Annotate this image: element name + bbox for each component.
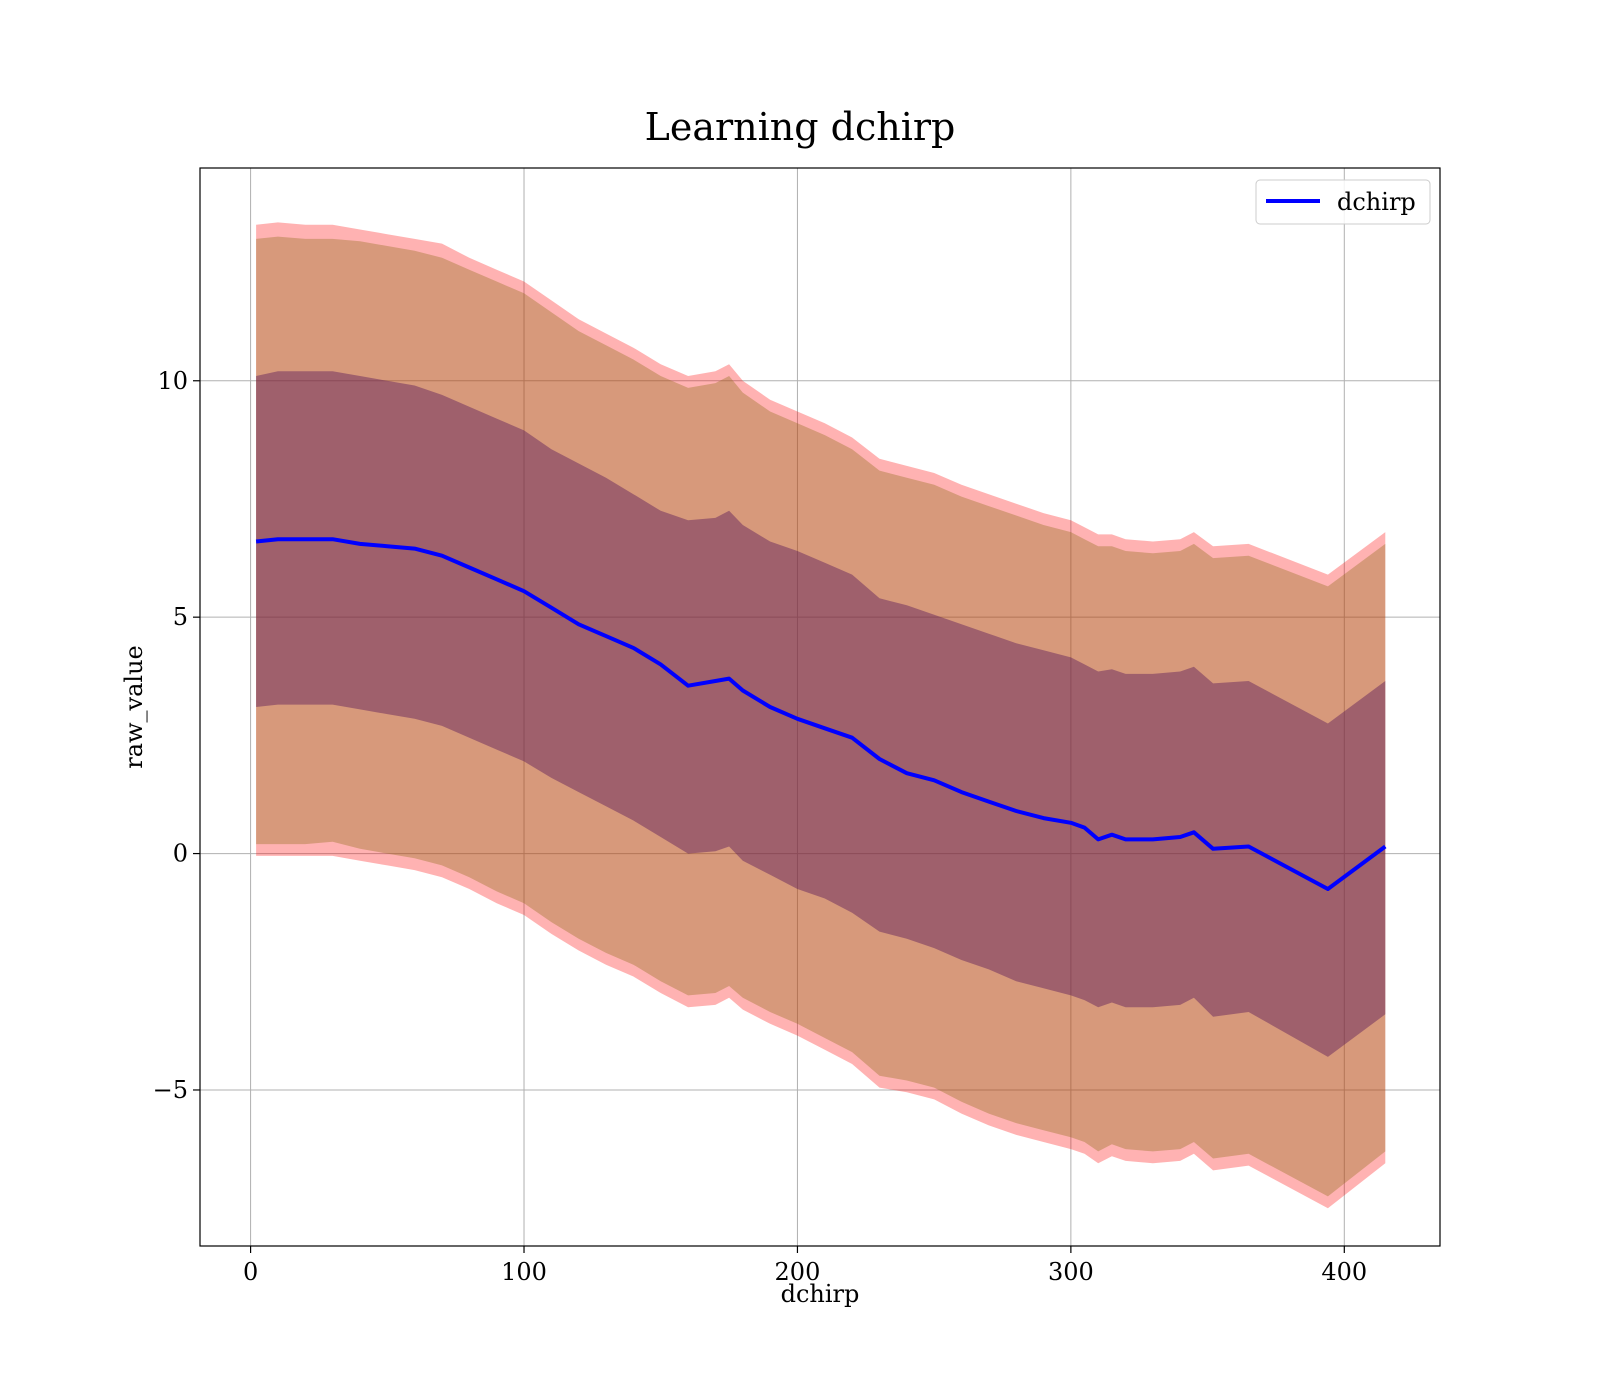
plot-frame <box>199 167 1441 1247</box>
y-tick-label-3: −5 <box>153 1076 188 1104</box>
y-tick-label-0: 10 <box>157 367 188 395</box>
band-inner <box>256 371 1386 1057</box>
x-axis-label: dchirp <box>781 1280 860 1308</box>
x-tick-label-2: 200 <box>775 1258 821 1286</box>
band-outer <box>256 222 1386 1209</box>
y-tick-label-2: 0 <box>173 840 188 868</box>
series-line-0 <box>255 537 1387 891</box>
confidence-bands <box>256 222 1386 1209</box>
legend-label: dchirp <box>1337 188 1416 216</box>
x-tick-label-0: 0 <box>243 1258 258 1286</box>
x-tick-label-3: 300 <box>1048 1258 1094 1286</box>
y-tick-label-1: 5 <box>173 603 188 631</box>
chart-title: Learning dchirp <box>645 105 956 149</box>
x-tick-label-4: 400 <box>1321 1258 1367 1286</box>
y-ticks: 10 5 0 −5 <box>153 367 200 1104</box>
x-tick-label-1: 100 <box>501 1258 547 1286</box>
series-lines <box>255 537 1387 891</box>
legend: dchirp <box>1255 179 1431 225</box>
band-middle <box>256 236 1386 1197</box>
y-axis-label: raw_value <box>120 645 148 769</box>
x-ticks: 0 100 200 300 400 <box>243 1246 1367 1286</box>
legend-box <box>1255 179 1431 225</box>
grid <box>200 168 1440 1246</box>
